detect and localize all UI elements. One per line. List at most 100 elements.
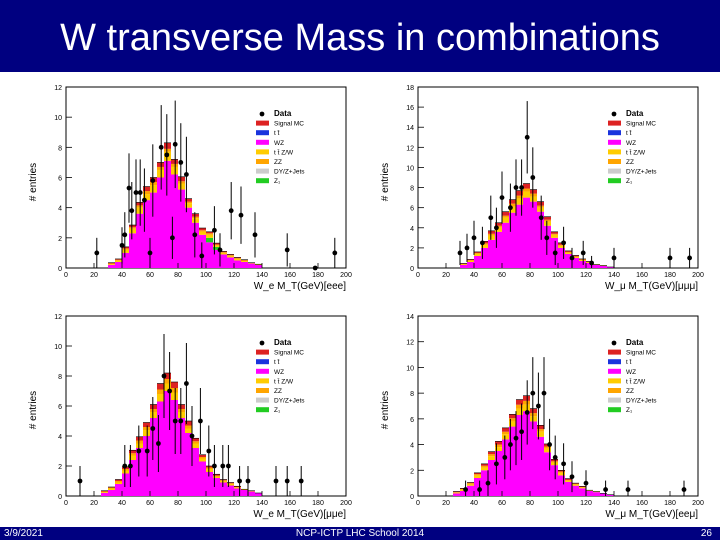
- bar-ttz-w-19: [586, 490, 593, 491]
- x-tick-label: 180: [664, 272, 676, 279]
- legend-label: DY/Z+Jets: [626, 169, 657, 176]
- bar-zz-2: [467, 483, 474, 485]
- bar-ttz-w-18: [227, 484, 234, 486]
- bar-ttz-w-2: [122, 249, 129, 253]
- title-bar: W transverse Mass in combinations: [0, 0, 720, 72]
- bar-wz-3: [122, 473, 129, 496]
- bar-ttz-w-9: [171, 166, 178, 175]
- bar-signal-mc-11: [178, 404, 185, 409]
- bar-ttz-w-18: [234, 258, 241, 261]
- bar-wz-9: [516, 415, 523, 496]
- data-point-4: [144, 448, 150, 454]
- x-tick-label: 200: [340, 500, 352, 507]
- bar-zz-8: [164, 148, 171, 152]
- data-point-6: [156, 441, 161, 446]
- bar-zz-1: [115, 259, 122, 261]
- bar-zz-8: [516, 195, 523, 199]
- bar-wz-10: [178, 189, 185, 268]
- data-point-9: [150, 178, 156, 183]
- x-tick-label: 0: [416, 272, 420, 279]
- bar-zz-7: [157, 166, 164, 170]
- bar-signal-mc-14: [551, 459, 558, 462]
- x-tick-label: 160: [284, 272, 296, 279]
- bar-ttz-w-11: [537, 207, 544, 212]
- legend-swatch-zz: [256, 159, 269, 164]
- data-point-8: [513, 185, 519, 190]
- bar-signal-mc-13: [199, 228, 206, 231]
- bar-wz-1: [115, 261, 122, 268]
- data-point-4: [502, 455, 508, 460]
- bar-ttz-w-17: [220, 481, 227, 483]
- y-tick-label: 0: [58, 494, 62, 501]
- bar-signal-mc-7: [502, 427, 509, 432]
- data-point-24: [312, 265, 318, 271]
- bar-zz-4: [488, 233, 495, 236]
- bar-signal-mc-10: [178, 176, 185, 182]
- bar-z1-14: [206, 237, 213, 243]
- bar-signal-mc-9: [516, 399, 523, 405]
- data-point-21: [238, 212, 244, 218]
- bar-z1-15: [213, 246, 220, 250]
- bar-ttz-w-7: [502, 434, 509, 440]
- footer-bar: 3/9/2021 NCP-ICTP LHC School 2014 26: [0, 527, 720, 540]
- bar-wz-16: [565, 481, 572, 496]
- bar-zz-16: [213, 475, 220, 477]
- legend-swatch-signal-mc: [608, 349, 621, 355]
- bar-zz-17: [220, 480, 227, 481]
- data-point-18: [212, 227, 217, 233]
- x-tick-label: 180: [664, 500, 676, 507]
- bar-ttz-w-14: [199, 458, 206, 462]
- bar-wz-19: [241, 261, 248, 268]
- bar-signal-mc-8: [516, 190, 523, 196]
- bar-zz-19: [234, 487, 241, 488]
- bar-wz-4: [129, 460, 136, 496]
- data-point-6: [137, 190, 143, 195]
- bar-zz-3: [481, 243, 488, 245]
- legend-swatch-ttz-w: [256, 378, 269, 384]
- bar-ttz-w-18: [579, 487, 586, 489]
- bar-signal-mc-9: [164, 373, 171, 379]
- bar-wz-14: [551, 465, 558, 496]
- bar-signal-mc-6: [495, 441, 502, 445]
- bar-signal-mc-0: [108, 262, 115, 264]
- bar-wz-6: [143, 436, 150, 496]
- bar-zz-5: [136, 440, 143, 444]
- bar-zz-15: [206, 467, 213, 469]
- bar-zz-6: [143, 427, 150, 430]
- bar-wz-11: [537, 211, 544, 268]
- bar-signal-mc-10: [530, 189, 537, 194]
- data-point-7: [142, 197, 147, 203]
- x-tick-label: 160: [636, 272, 648, 279]
- bar-ttz-w-0: [101, 492, 108, 493]
- bar-wz-18: [227, 485, 234, 496]
- legend-label: ZZ: [626, 388, 634, 395]
- y-tick-label: 2: [410, 246, 414, 253]
- data-point-18: [237, 478, 243, 484]
- legend-label: Data: [274, 109, 292, 118]
- bar-ttz-w-21: [255, 264, 262, 265]
- bar-signal-mc-6: [143, 422, 150, 427]
- x-tick-label: 40: [118, 500, 126, 507]
- bar-zz-14: [206, 233, 213, 235]
- data-point-17: [226, 463, 231, 469]
- bar-zz-11: [178, 409, 185, 412]
- y-tick-label: 8: [58, 374, 62, 381]
- y-tick-label: 12: [406, 145, 414, 152]
- bar-zz-14: [199, 457, 206, 459]
- x-tick-label: 100: [552, 500, 564, 507]
- bar-ttz-w-19: [234, 487, 241, 489]
- legend-label: Z₁: [626, 407, 633, 414]
- data-point-2: [471, 235, 477, 241]
- bar-zz-15: [565, 251, 572, 253]
- data-point-15: [569, 474, 575, 480]
- bar-signal-mc-16: [213, 474, 220, 476]
- bar-ttz-w-15: [213, 245, 220, 247]
- bar-wz-17: [579, 260, 586, 268]
- legend-marker-data: [611, 340, 617, 346]
- bar-ttz-w-3: [474, 475, 481, 478]
- y-tick-label: 18: [406, 85, 414, 92]
- bar-ttz-w-12: [544, 221, 551, 226]
- data-point-20: [273, 478, 279, 484]
- y-axis-label: # entries: [28, 163, 39, 201]
- bar-zz-13: [551, 233, 558, 235]
